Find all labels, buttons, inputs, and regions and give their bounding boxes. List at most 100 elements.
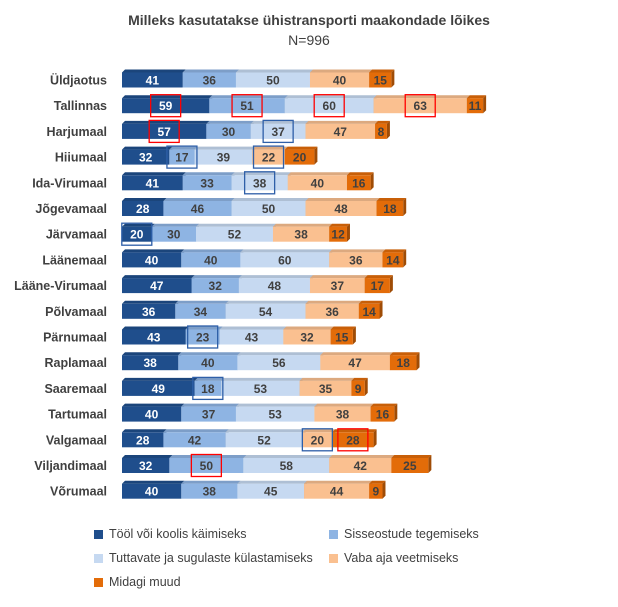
bar-segment-top-face — [287, 172, 350, 176]
bar-segment-top-face — [320, 352, 393, 356]
data-label: 40 — [204, 253, 218, 267]
bar-segment — [373, 98, 467, 114]
data-label: 43 — [245, 331, 259, 345]
bar-segment — [122, 432, 164, 448]
bar-segment-top-face — [302, 429, 336, 433]
bar-segment — [351, 380, 365, 396]
data-label: 40 — [201, 356, 215, 370]
bar-segment-top-face — [122, 480, 185, 484]
highlight-box — [187, 325, 219, 349]
data-label: 53 — [269, 408, 283, 422]
bar-segment — [191, 278, 239, 294]
highlight-box — [150, 94, 182, 118]
bar-segment-top-face — [122, 455, 173, 458]
bar-segment-top-face — [369, 480, 386, 484]
bar-segment-top-face — [299, 377, 355, 381]
bar-segment-top-face — [370, 403, 398, 407]
category-label: Läänemaal — [42, 253, 107, 267]
highlight-box — [121, 222, 153, 246]
bar-segment-top-face — [305, 120, 379, 124]
bar-segment-top-face — [238, 275, 313, 279]
bar-segment-top-face — [163, 429, 229, 433]
data-label: 36 — [325, 305, 339, 319]
bar-segment-side-face — [391, 69, 395, 88]
data-label: 37 — [331, 279, 345, 293]
bar-segment-top-face — [122, 275, 195, 279]
category-label: Hiiumaal — [55, 151, 107, 165]
bar-segment — [209, 98, 285, 114]
bar-segment-top-face — [314, 403, 374, 407]
data-label: 48 — [334, 202, 348, 216]
bar-segment — [358, 303, 380, 319]
data-label: 60 — [278, 253, 292, 267]
bar-segment — [151, 226, 196, 242]
legend-item-other: Midagi muud — [94, 575, 181, 589]
bar-segment — [235, 72, 310, 88]
bar-segment-side-face — [364, 377, 368, 396]
bar-segment-top-face — [329, 249, 386, 253]
data-label: 17 — [175, 151, 189, 165]
bar-segment-side-face — [352, 326, 356, 345]
legend-swatch — [94, 553, 103, 563]
bar-segment-top-face — [283, 326, 334, 330]
data-label: 14 — [362, 305, 376, 319]
bar-segment — [320, 355, 390, 371]
bar-segment — [182, 175, 232, 191]
bar-segment-top-face — [206, 120, 254, 124]
data-label: 25 — [403, 459, 417, 473]
data-label: 9 — [355, 382, 362, 396]
data-label: 32 — [209, 279, 223, 293]
bar-segment — [370, 406, 395, 422]
bar-segment — [302, 432, 333, 448]
chart-title: Milleks kasutatakse ühistransporti maako… — [128, 12, 490, 28]
bar-segment — [304, 483, 370, 499]
bar-segment — [122, 98, 210, 114]
data-label: 28 — [346, 433, 360, 447]
data-label: 23 — [196, 331, 210, 345]
legend-item-work-school: Tööl või koolis käimiseks — [94, 527, 247, 541]
highlight-box — [192, 376, 224, 401]
bar-segment-top-face — [304, 480, 373, 484]
bar-segment-side-face — [386, 120, 390, 139]
data-label: 37 — [271, 125, 285, 139]
category-label: Pärnumaal — [43, 331, 107, 345]
highlight-box — [148, 119, 180, 144]
bar-segment — [231, 201, 306, 216]
bar-segment — [389, 355, 417, 371]
bar-segment-side-face — [373, 429, 377, 448]
bar-segment-top-face — [175, 300, 229, 304]
data-label: 17 — [371, 279, 385, 293]
bar-segment — [240, 252, 330, 268]
bar-segment-top-face — [163, 198, 235, 201]
data-label: 51 — [240, 99, 254, 113]
category-label: Üldjaotus — [50, 73, 107, 88]
data-label: 49 — [152, 382, 166, 396]
bar-segment-top-face — [181, 249, 244, 253]
category-label: Põlvamaal — [45, 305, 107, 319]
data-label: 43 — [147, 331, 161, 345]
bar-segment-top-face — [250, 120, 309, 124]
data-label: 40 — [145, 485, 159, 499]
bar-segment — [391, 458, 429, 473]
highlight-box — [190, 453, 223, 478]
data-label: 45 — [264, 485, 278, 499]
bar-segment-top-face — [196, 223, 276, 227]
data-label: 38 — [203, 485, 217, 499]
data-label: 32 — [139, 151, 153, 165]
bar-segment — [182, 72, 236, 88]
bar-segment-top-face — [182, 172, 235, 176]
bar-segment — [122, 483, 182, 499]
data-label: 47 — [348, 356, 362, 370]
bar-segment — [196, 226, 273, 242]
bar-segment-top-face — [252, 146, 288, 150]
bar-segment — [238, 278, 310, 294]
data-label: 40 — [333, 74, 347, 88]
data-label: 39 — [217, 151, 231, 165]
bar-segment-top-face — [122, 120, 210, 124]
data-label: 57 — [158, 125, 172, 139]
bar-segment-top-face — [169, 146, 198, 150]
bar-segment — [364, 278, 390, 294]
bar-segment — [175, 303, 226, 319]
bar-segment-top-face — [225, 429, 306, 433]
data-label: 52 — [257, 433, 271, 447]
